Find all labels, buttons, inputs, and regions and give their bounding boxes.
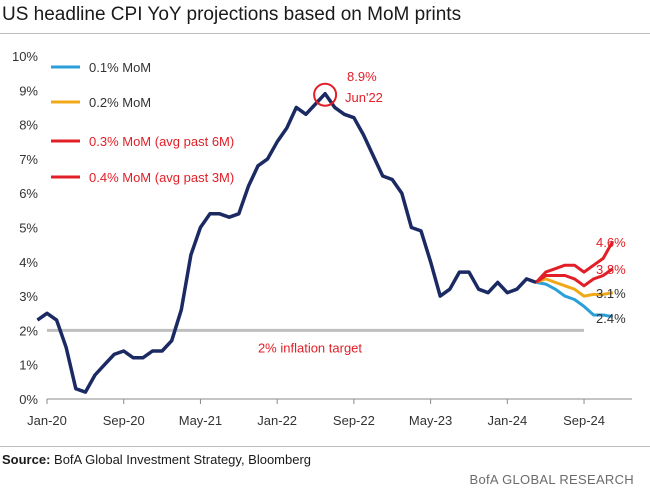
x-axis: Jan-20 Sep-20 May-21 Jan-22 Sep-22 May-23 Jan-… <box>27 398 632 428</box>
y-tick-label: 5% <box>19 221 38 236</box>
projection-line-04-mom <box>535 240 615 284</box>
peak-marker <box>313 82 338 107</box>
y-tick-label: 7% <box>19 152 38 167</box>
y-tick-label: 9% <box>19 83 38 98</box>
legend-label: 0.4% MoM (avg past 3M) <box>89 170 234 185</box>
projection-line-02-mom <box>535 277 614 298</box>
title-divider <box>0 33 650 34</box>
legend-label: 0.1% MoM <box>89 60 151 75</box>
projection-line-03-mom <box>535 267 614 288</box>
y-tick-label: 1% <box>19 358 38 373</box>
target-label: 2% inflation target <box>258 340 362 355</box>
source-text: BofA Global Investment Strategy, Bloombe… <box>54 452 312 467</box>
brand-footer: BofA GLOBAL RESEARCH <box>469 472 634 487</box>
x-tick-label: May-21 <box>179 413 222 428</box>
x-tick-label: Jan-22 <box>257 413 297 428</box>
legend-label: 0.3% MoM (avg past 6M) <box>89 134 234 149</box>
y-tick-label: 6% <box>19 186 38 201</box>
y-tick-label: 8% <box>19 118 38 133</box>
y-axis: 0% 1% 2% 3% 4% 5% 6% 7% 8% 9% 10% <box>12 49 38 407</box>
y-tick-label: 10% <box>12 49 38 64</box>
projection-line-01-mom <box>535 280 614 319</box>
end-value-label: 2.4% <box>596 311 626 326</box>
source-label: Source: <box>2 452 51 467</box>
end-value-label: 3.1% <box>596 286 626 301</box>
y-tick-label: 2% <box>19 323 38 338</box>
x-tick-label: Sep-24 <box>563 413 605 428</box>
end-value-label: 3.8% <box>596 262 626 277</box>
x-tick-label: Jan-20 <box>27 413 67 428</box>
end-value-label: 4.6% <box>596 235 626 250</box>
peak-date-label: Jun'22 <box>345 90 383 105</box>
y-tick-label: 0% <box>19 392 38 407</box>
y-tick-label: 4% <box>19 255 38 270</box>
legend-label: 0.2% MoM <box>89 95 151 110</box>
target-line-group: 2% inflation target <box>47 328 584 355</box>
x-tick-label: Sep-22 <box>333 413 375 428</box>
x-tick-label: Jan-24 <box>487 413 527 428</box>
y-tick-label: 3% <box>19 289 38 304</box>
series-lines <box>36 91 615 394</box>
legend: 0.1% MoM 0.2% MoM 0.3% MoM (avg past 6M) 0.… <box>51 60 234 185</box>
annotations: 8.9% Jun'22 2.4% 3.1% 3.8% 4.6% <box>313 69 626 326</box>
x-tick-label: May-23 <box>409 413 452 428</box>
x-tick-label: Sep-20 <box>103 413 145 428</box>
source-note: Source: BofA Global Investment Strategy,… <box>2 452 311 467</box>
source-divider <box>0 446 650 447</box>
chart-title: US headline CPI YoY projections based on… <box>2 4 462 25</box>
history-line <box>36 91 537 394</box>
peak-value-label: 8.9% <box>347 69 377 84</box>
